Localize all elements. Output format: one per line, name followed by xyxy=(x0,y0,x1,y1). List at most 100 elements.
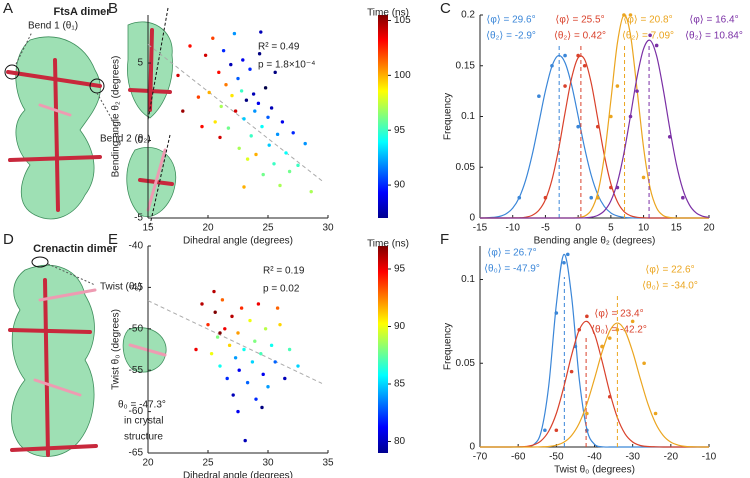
point xyxy=(609,114,613,119)
point xyxy=(615,327,620,332)
point xyxy=(275,132,280,137)
point xyxy=(215,335,220,339)
panel-label: B xyxy=(108,0,118,17)
point xyxy=(213,310,217,314)
point xyxy=(209,351,214,356)
x-tick-label: 30 xyxy=(322,223,334,234)
point xyxy=(206,322,210,327)
y-tick-label: 0 xyxy=(469,213,475,224)
point xyxy=(287,169,292,174)
point xyxy=(254,152,258,157)
colorbar-tick-label: 95 xyxy=(394,264,406,275)
point xyxy=(280,120,285,124)
point xyxy=(229,62,233,67)
x-tick-label: 15 xyxy=(142,223,154,234)
note-line: structure xyxy=(124,432,163,443)
point xyxy=(654,43,659,48)
point xyxy=(543,195,548,200)
point xyxy=(245,157,250,161)
point xyxy=(563,84,567,88)
point xyxy=(232,31,237,36)
point xyxy=(550,63,554,68)
point xyxy=(230,314,234,319)
panel-label: C xyxy=(440,0,451,17)
annotation: p = 0.02 xyxy=(263,284,300,295)
y-tick-label: -55 xyxy=(129,365,144,376)
point xyxy=(554,428,559,433)
x-tick-label: 20 xyxy=(202,223,214,234)
point xyxy=(219,104,223,109)
point xyxy=(585,314,589,319)
point xyxy=(576,124,580,129)
phi-label: ⟨φ⟩ = 26.7° xyxy=(487,248,536,259)
point xyxy=(188,44,192,48)
point xyxy=(263,86,268,90)
colorbar-tick-label: 90 xyxy=(394,321,406,332)
mean-label: ⟨θ₂⟩ = 10.84° xyxy=(685,31,743,42)
point xyxy=(251,92,256,96)
x-tick-label: -40 xyxy=(587,452,602,463)
panel-title: Crenactin dimer xyxy=(33,243,117,255)
point xyxy=(211,36,215,40)
colorbar-tick-label: 100 xyxy=(394,70,411,81)
point xyxy=(223,327,227,331)
mean-label: ⟨θ₂⟩ = 7.09° xyxy=(622,31,674,42)
x-tick-label: 5 xyxy=(608,223,614,234)
panel-label: E xyxy=(108,231,118,248)
point xyxy=(256,101,261,106)
point xyxy=(200,124,204,129)
point xyxy=(595,195,600,200)
point xyxy=(254,397,258,401)
x-tick-label: 30 xyxy=(262,458,274,469)
phi-label: ⟨φ⟩ = 29.6° xyxy=(486,15,535,26)
point xyxy=(261,172,265,177)
point xyxy=(667,135,672,139)
point xyxy=(615,84,620,88)
y-axis-label: Bending angle θ₂ (degrees) xyxy=(111,56,122,178)
y-tick-label: -45 xyxy=(129,282,144,293)
point xyxy=(269,343,274,348)
y-axis-label: Twist θ₀ (degrees) xyxy=(111,309,122,390)
x-tick-label: 20 xyxy=(142,458,154,469)
point xyxy=(244,98,249,102)
trend-line xyxy=(147,300,323,384)
point xyxy=(275,306,280,310)
point xyxy=(230,93,234,98)
x-tick-label: 10 xyxy=(638,223,650,234)
point xyxy=(242,185,246,189)
colorbar-tick-label: 85 xyxy=(394,379,406,390)
point xyxy=(642,361,646,366)
y-tick-label: -40 xyxy=(129,241,144,252)
point xyxy=(267,143,271,147)
point xyxy=(194,347,198,352)
annotation: R² = 0.49 xyxy=(258,42,300,53)
point xyxy=(630,319,635,324)
point xyxy=(233,109,238,113)
point xyxy=(266,385,270,389)
point xyxy=(237,368,241,372)
trend-line xyxy=(147,44,323,182)
point xyxy=(296,163,300,168)
point xyxy=(237,146,241,150)
point xyxy=(248,67,252,71)
note-line: θ₀ = -47.3° xyxy=(118,400,166,411)
y-tick-label: 0.05 xyxy=(456,162,476,173)
point xyxy=(213,120,217,124)
point xyxy=(218,364,222,368)
mean-label: ⟨θ₂⟩ = -2.9° xyxy=(486,31,536,42)
point xyxy=(250,360,255,364)
point xyxy=(241,58,245,62)
y-tick-label: 0.05 xyxy=(456,358,476,369)
note-line: in crystal xyxy=(124,416,163,427)
point xyxy=(212,289,216,294)
point xyxy=(296,364,300,368)
point xyxy=(309,189,313,194)
curve xyxy=(480,55,709,219)
colorbar-tick-label: 90 xyxy=(394,180,406,191)
point xyxy=(577,327,582,332)
point xyxy=(537,94,541,98)
x-tick-label: 20 xyxy=(703,223,715,234)
point xyxy=(622,13,626,17)
annotation: Bend 2 (θ₂) xyxy=(100,134,151,145)
point xyxy=(600,344,604,349)
